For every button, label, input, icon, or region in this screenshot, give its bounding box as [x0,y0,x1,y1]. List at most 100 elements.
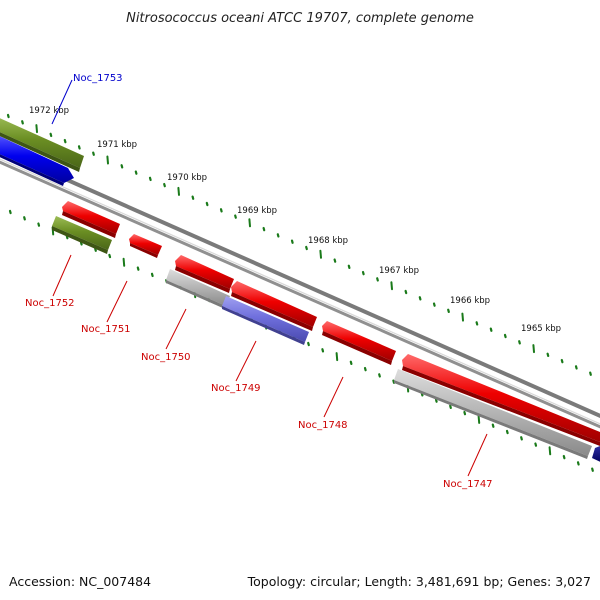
minor-tick [491,423,495,428]
minor-tick [307,341,310,347]
accession-text: Accession: NC_007484 [9,574,151,589]
gene-noc-1753[interactable] [0,134,74,186]
minor-tick [546,352,550,357]
label-noc-1749[interactable]: Noc_1749 [211,383,261,394]
kbp-label-1966: 1966 kbp [450,296,490,306]
minor-tick [290,239,294,244]
gene-red-long[interactable] [402,354,600,446]
minor-tick [503,333,507,339]
minor-tick [520,436,523,441]
gene-red-a[interactable] [62,201,120,238]
leader-noc-1747 [467,433,488,477]
major-tick [177,186,180,196]
label-noc-1750[interactable]: Noc_1750 [141,352,191,363]
gene-noc-1752[interactable] [52,216,112,254]
gene-noc-1750[interactable] [166,269,230,309]
kbp-label-1968: 1968 kbp [308,236,348,246]
minor-tick [163,182,166,188]
major-tick [319,249,322,259]
minor-tick [475,321,479,326]
leader-noc-1750 [165,308,187,350]
minor-tick [489,327,493,332]
major-tick [477,414,481,424]
label-noc-1753[interactable]: Noc_1753 [73,73,123,84]
minor-tick [392,379,396,384]
minor-tick [63,138,67,144]
label-noc-1752[interactable]: Noc_1752 [25,298,75,309]
minor-tick [8,209,12,215]
minor-tick [219,208,223,213]
minor-tick [108,253,112,259]
minor-tick [576,461,580,466]
minor-tick [6,113,10,119]
map-title: Nitrosococcus oceani ATCC 19707, complet… [126,11,474,26]
major-tick [106,155,109,165]
minor-tick [150,272,154,278]
minor-tick [432,302,436,307]
minor-tick [276,233,280,238]
minor-tick [589,371,592,376]
minor-tick [418,296,422,301]
minor-tick [305,245,308,251]
gene-noc-1748[interactable] [322,321,396,365]
major-tick [248,218,251,228]
leader-noc-1749 [235,340,257,382]
minor-tick [120,164,124,169]
kbp-label-1971: 1971 kbp [97,140,137,150]
major-tick [532,344,535,354]
minor-tick [77,145,81,150]
kbp-label-1970: 1970 kbp [167,173,207,183]
reverse-strand-genes [52,201,600,459]
minor-tick [23,216,26,221]
kbp-scale-upper [6,113,592,376]
minor-tick [363,366,367,372]
gene-navy-right[interactable] [592,444,600,464]
minor-tick [37,222,41,227]
genome-backbone [0,148,600,429]
major-tick [461,312,464,322]
minor-tick [21,120,24,125]
minor-tick [49,132,53,138]
minor-tick [349,360,353,365]
minor-tick [463,410,467,416]
kbp-label-1972: 1972 kbp [29,106,69,116]
minor-tick [449,404,452,409]
major-tick [335,352,339,362]
minor-tick [347,264,351,269]
gene-labels: Noc_1753 Noc_1752 Noc_1751 Noc_1750 Noc_… [25,73,493,490]
minor-tick [404,289,408,295]
minor-tick [434,398,438,403]
minor-tick [94,247,97,252]
gene-noc-1751[interactable] [129,234,162,258]
label-noc-1751[interactable]: Noc_1751 [81,324,131,335]
minor-tick [574,365,578,370]
label-noc-1747[interactable]: Noc_1747 [443,479,493,490]
gene-red-c[interactable] [231,281,317,331]
gene-noc-1749[interactable] [222,296,309,345]
minor-tick [136,266,140,271]
forward-strand-genes [0,116,600,464]
label-noc-1748[interactable]: Noc_1748 [298,420,348,431]
minor-tick [191,195,195,200]
minor-tick [376,277,379,282]
minor-tick [378,373,381,378]
minor-tick [361,270,365,276]
gene-noc-1747[interactable] [394,369,592,459]
leader-noc-1748 [323,376,344,418]
major-tick [548,446,552,456]
leader-noc-1751 [106,280,128,323]
major-tick [390,281,393,291]
gene-olive-outer[interactable] [0,116,84,172]
minor-tick [333,258,337,263]
leader-noc-1752 [52,254,72,297]
minor-tick [518,340,521,345]
kbp-label-1967: 1967 kbp [379,266,419,276]
kbp-label-1965: 1965 kbp [521,324,561,334]
genome-summary-text: Topology: circular; Length: 3,481,691 bp… [247,574,591,589]
minor-tick [562,454,566,460]
minor-tick [148,176,152,182]
gene-red-b[interactable] [175,255,234,293]
leader-noc-1753 [51,79,73,125]
